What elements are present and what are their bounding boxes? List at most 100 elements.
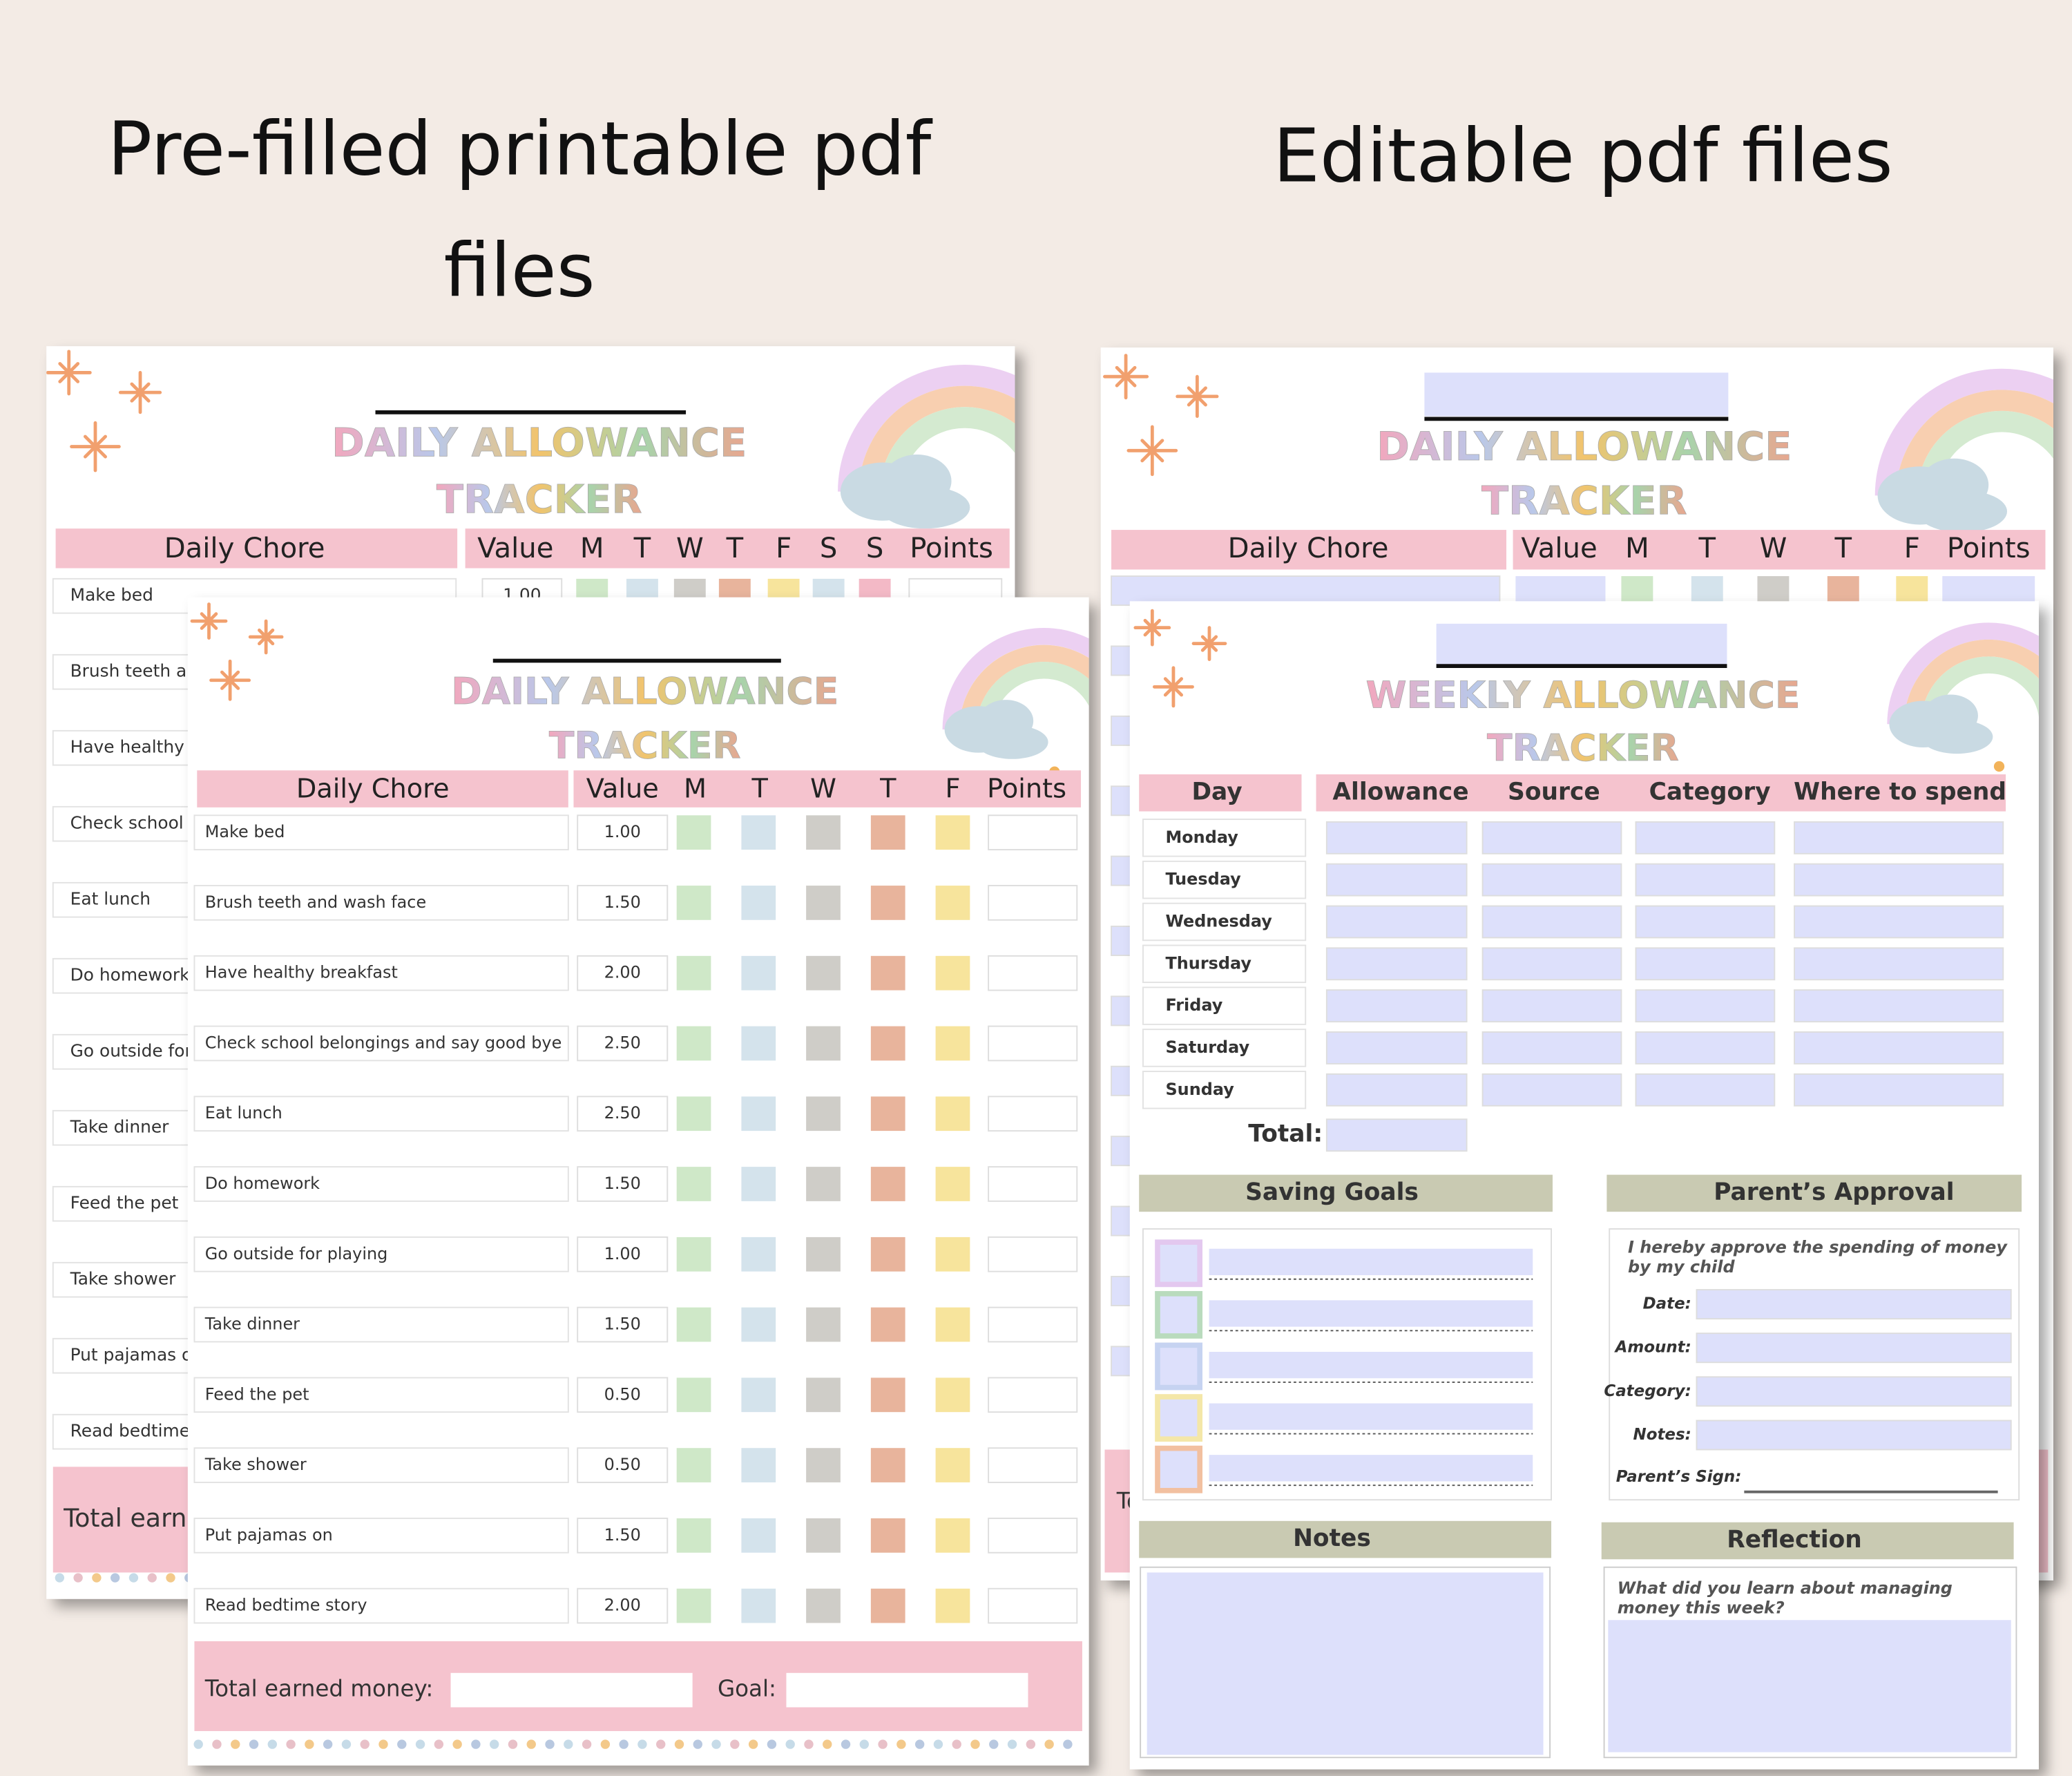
check-square — [935, 955, 970, 991]
column-header: Value — [586, 773, 659, 804]
day-box — [1142, 819, 1307, 857]
day-label: Monday — [1165, 828, 1238, 847]
star-dot — [489, 1739, 499, 1749]
star-dot — [841, 1739, 851, 1749]
header-cell — [1316, 774, 2006, 812]
chore-box — [193, 1096, 569, 1132]
rainbow-arc — [1921, 656, 2039, 725]
value-box — [577, 1236, 669, 1272]
entry-field — [1481, 905, 1622, 939]
sparkle — [1200, 635, 1218, 652]
star-dot — [693, 1739, 702, 1749]
column-header: T — [1698, 533, 1716, 564]
chore-label: Make bed — [70, 585, 153, 605]
star-dot — [674, 1739, 684, 1749]
chore-box — [193, 1306, 569, 1343]
check-square — [676, 1167, 711, 1201]
check-square — [806, 1096, 841, 1132]
column-header: Day — [1191, 778, 1242, 805]
value-label: 0.50 — [604, 1384, 641, 1404]
chore-label: Take dinner — [204, 1315, 300, 1334]
column-header: Points — [910, 533, 993, 564]
value-box — [577, 1447, 669, 1483]
column-header: Category — [1649, 778, 1771, 805]
star-dot — [452, 1739, 462, 1749]
field-label: Date: — [1643, 1295, 1691, 1313]
chore-label: Take shower — [204, 1455, 307, 1474]
entry-field — [1794, 863, 2004, 897]
entry-field — [1481, 863, 1622, 897]
header-cell — [197, 770, 568, 808]
chore-label: Eat lunch — [205, 1103, 282, 1123]
check-square — [935, 1518, 970, 1553]
points-box — [988, 955, 1078, 991]
total-field — [1325, 1118, 1468, 1152]
chore-label: Do homework — [70, 965, 190, 985]
check-square — [676, 1588, 711, 1623]
day-label: Thursday — [1165, 953, 1251, 973]
check-square — [806, 886, 841, 920]
chore-label: Have healthy breakfast — [205, 963, 398, 982]
value-label: 1.00 — [604, 1244, 641, 1263]
check-square — [870, 886, 905, 920]
column-header: M — [1625, 533, 1649, 564]
header-cell — [573, 770, 1082, 808]
goal-field — [1209, 1300, 1533, 1327]
column-header: Allowance — [1332, 778, 1468, 805]
value-box — [577, 1518, 669, 1554]
name-field — [1424, 372, 1729, 417]
entry-field — [1794, 821, 2004, 854]
day-label: Saturday — [1165, 1038, 1249, 1057]
entry-field — [1794, 905, 2004, 939]
check-square — [935, 1236, 970, 1272]
day-box — [1142, 944, 1307, 984]
chore-box — [193, 1377, 569, 1413]
check-square — [676, 1307, 711, 1342]
chore-label: Brush teeth and wash face — [205, 892, 426, 912]
star-dot — [989, 1739, 999, 1749]
check-square — [806, 1026, 841, 1061]
section-header — [1606, 1174, 2022, 1212]
chore-box — [193, 1025, 569, 1062]
chore-box — [193, 1236, 569, 1272]
cloud — [1921, 720, 1993, 754]
heading-left-box: Pre-filled printable pdf files — [108, 107, 932, 314]
chore-label: Put pajamas on — [70, 1345, 203, 1365]
star-dot — [286, 1739, 296, 1749]
header-cell — [1111, 530, 1507, 570]
star-dot — [415, 1739, 425, 1749]
check-square — [870, 955, 905, 991]
star-dot — [471, 1739, 481, 1749]
check-square — [676, 1096, 711, 1132]
column-header: Value — [477, 533, 553, 564]
points-field — [1942, 576, 2035, 606]
value-box — [577, 1377, 669, 1413]
total-field — [450, 1672, 693, 1708]
star-dot — [600, 1739, 611, 1749]
points-box — [988, 1306, 1078, 1343]
star-dot — [360, 1739, 370, 1749]
entry-field — [1635, 1073, 1776, 1107]
sheet: DAILY ALLOWANCE TRACKER Daily Chore Value M T… — [187, 597, 1089, 1766]
column-header: M — [580, 533, 604, 564]
entry-field — [1794, 1073, 2004, 1107]
entry-field — [1635, 863, 1776, 897]
star-dot — [55, 1573, 65, 1583]
chore-label: Go outside for playing — [205, 1244, 388, 1263]
check-square — [935, 1588, 970, 1623]
entry-field — [1794, 989, 2004, 1023]
check-square — [935, 1307, 970, 1342]
entry-field — [1635, 947, 1776, 981]
entry-field — [1481, 989, 1622, 1023]
star-dot — [545, 1739, 555, 1749]
approval-field — [1696, 1333, 2012, 1364]
entry-field — [1325, 1031, 1468, 1064]
field-label: Amount: — [1614, 1339, 1691, 1357]
check-square — [870, 1448, 905, 1482]
sparkle — [58, 362, 80, 383]
total-label: Total: — [1248, 1120, 1323, 1148]
section-box — [1609, 1228, 2020, 1501]
column-header: Daily Chore — [296, 773, 450, 804]
tracker-title: DAILY ALLOWANCE — [451, 669, 838, 713]
entry-field — [1325, 947, 1468, 981]
